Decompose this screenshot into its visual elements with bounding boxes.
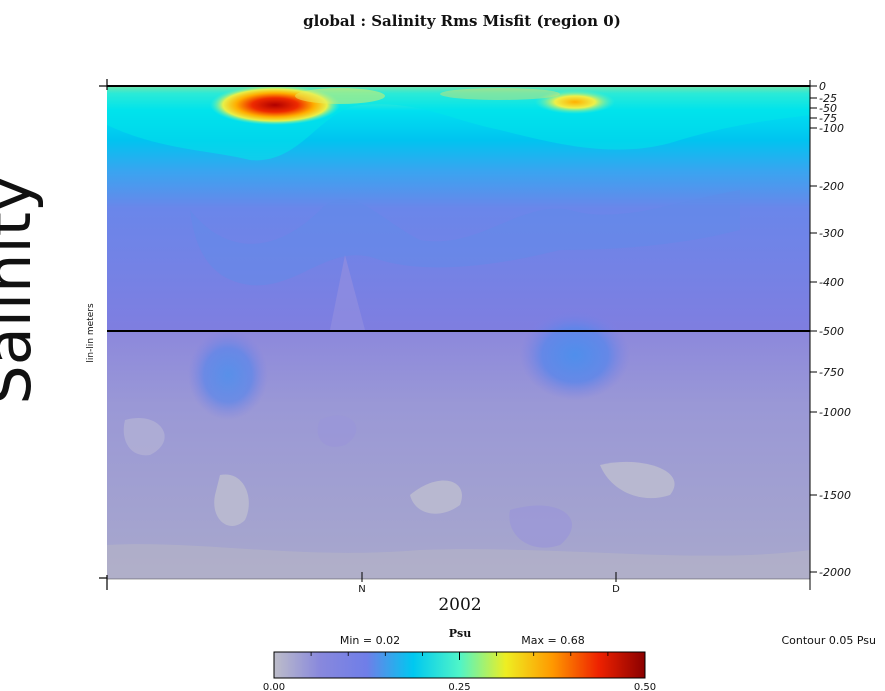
y-tick-label: -300 xyxy=(819,227,844,240)
y-tick-label: -400 xyxy=(819,276,844,289)
colorbar-min-label: Min = 0.02 xyxy=(340,634,400,647)
side-label-salinity: Salinity xyxy=(0,175,45,404)
blue-blob-dec xyxy=(520,310,630,400)
grey-patch-2 xyxy=(410,480,462,514)
x-axis-label: 2002 xyxy=(438,595,481,615)
y-tick-label: -25 xyxy=(819,92,837,105)
y-tick-label: -50 xyxy=(819,102,837,115)
colorbar-unit: Psu xyxy=(449,627,471,640)
y-tick-label: -100 xyxy=(819,122,844,135)
y-tick-label: 0 xyxy=(819,80,826,93)
yellow-streak xyxy=(295,88,385,104)
y-axis-label: lin-lin meters xyxy=(86,303,96,363)
lilac-spike xyxy=(330,255,365,330)
y-tick-label: -75 xyxy=(819,112,837,125)
colorbar-tick-label: 0.25 xyxy=(448,682,470,691)
blue-blob-oct xyxy=(188,330,268,420)
y-tick-label: -2000 xyxy=(819,566,851,579)
colorbar-tick-label: 0.50 xyxy=(634,682,656,691)
y-tick-label: -1500 xyxy=(819,489,851,502)
yellow-streak-2 xyxy=(440,88,560,100)
x-tick-label: D xyxy=(612,584,620,595)
y-tick-label: -200 xyxy=(819,180,844,193)
colorbar-ticks: 0.00 0.25 0.50 xyxy=(263,652,656,691)
heatmap-field xyxy=(107,86,810,579)
colorbar-tick-label: 0.00 xyxy=(263,682,285,691)
y-tick-label: -500 xyxy=(819,325,844,338)
grey-patch-1 xyxy=(214,474,249,526)
y-tick-label: -1000 xyxy=(819,406,851,419)
x-tick-label: N xyxy=(358,584,365,595)
grey-bottom xyxy=(107,544,810,579)
colorbar-max-label: Max = 0.68 xyxy=(521,634,584,647)
contour-label: Contour 0.05 Psu xyxy=(781,634,876,647)
grey-patch-3 xyxy=(600,461,675,499)
lilac-patch-1 xyxy=(509,505,572,548)
grey-patch-4 xyxy=(123,418,165,456)
hotspot-yellow xyxy=(535,90,615,114)
y-ticks: 0-25-50-75-100 -200 -300 -400 -500 -750 -1000 -… xyxy=(810,80,851,579)
y-tick-label: -750 xyxy=(819,366,844,379)
chart-title: global : Salinity Rms Misfit (region 0) xyxy=(303,12,621,30)
lilac-patch-2 xyxy=(317,415,357,447)
blue-wave xyxy=(190,190,740,286)
